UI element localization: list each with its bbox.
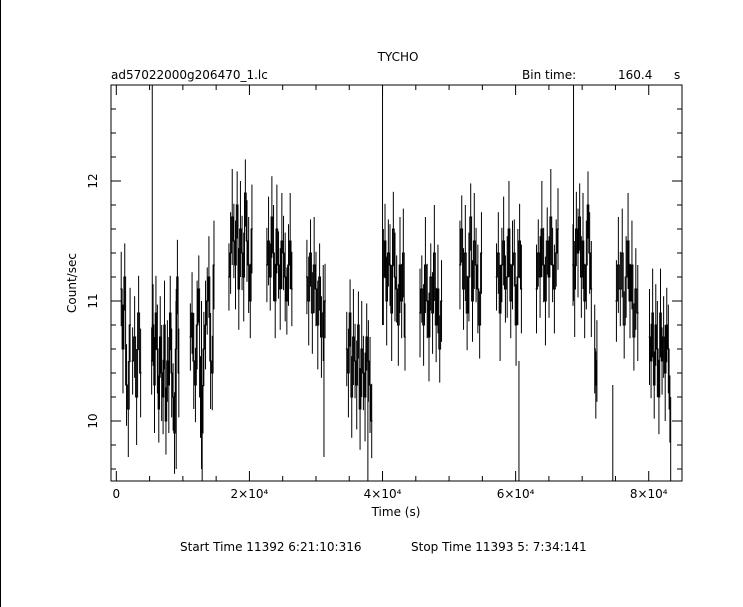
left-border [0,0,1,607]
chart-title: TYCHO [377,50,419,64]
x-tick-label: 8×10⁴ [630,487,668,501]
light-curve-segment [382,228,406,338]
x-tick-label: 2×10⁴ [231,487,269,501]
x-tick-label: 4×10⁴ [364,487,402,501]
x-tick-label: 0 [113,487,121,501]
bin-time-unit: s [674,68,680,82]
y-tick-label: 12 [86,173,100,188]
bin-time-value: 160.4 [618,68,652,82]
stop-time-label: Stop Time 11393 5: 7:34:141 [411,540,587,554]
x-tick-label: 6×10⁴ [497,487,535,501]
y-axis-label: Count/sec [65,253,79,313]
light-curve-segment [150,276,180,434]
axis-ticks: 0 2×10⁴ 4×10⁴ 6×10⁴ 8×10⁴ 10 11 12 [86,85,682,501]
plot-frame [110,84,683,482]
light-curve-segment [266,216,293,302]
file-label: ad57022000g206470_1.lc [111,68,268,82]
bin-time-label: Bin time: [522,68,576,82]
y-tick-label: 11 [86,293,100,308]
start-time-label: Start Time 11392 6:21:10:316 [180,540,362,554]
y-tick-label: 10 [86,413,100,428]
x-axis-label: Time (s) [371,505,421,519]
light-curve-segment [120,276,131,410]
light-curve-segment [572,204,593,302]
light-curve-segment [615,240,639,338]
light-curve-segment [648,312,671,410]
data-series [120,85,672,481]
